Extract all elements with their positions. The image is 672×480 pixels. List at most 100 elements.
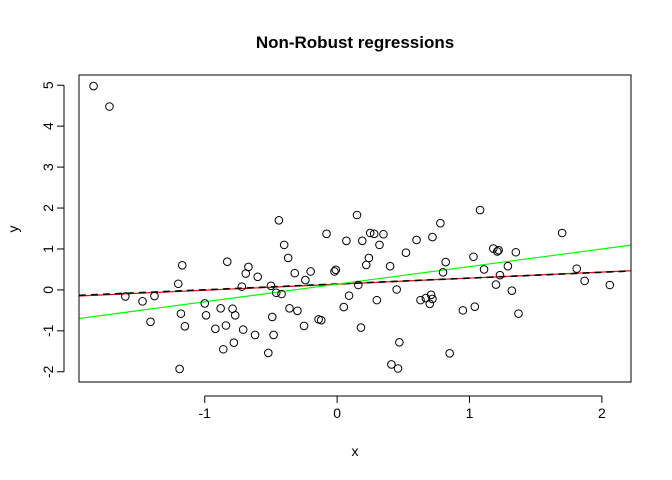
- data-point: [572, 264, 582, 273]
- data-point: [475, 205, 485, 215]
- x-tick-label: 0: [333, 405, 341, 421]
- data-point: [372, 295, 382, 305]
- y-tick-label: 3: [40, 163, 56, 171]
- fit-line-2: [79, 244, 631, 320]
- data-point: [493, 247, 502, 256]
- data-point: [514, 309, 523, 318]
- y-tick-label: 0: [40, 286, 56, 294]
- data-point: [177, 261, 187, 270]
- y-tick-label: 5: [40, 81, 56, 89]
- data-point: [344, 291, 354, 300]
- y-tick-label: 4: [40, 122, 56, 130]
- data-point: [354, 280, 363, 290]
- data-point: [426, 290, 436, 300]
- data-point: [436, 218, 445, 228]
- data-point: [290, 268, 300, 278]
- x-tick-label: 2: [598, 405, 606, 421]
- data-point: [507, 286, 517, 296]
- data-point: [503, 261, 513, 271]
- data-point: [237, 282, 247, 291]
- data-point: [412, 235, 421, 245]
- data-point: [176, 309, 186, 318]
- data-point: [200, 299, 210, 308]
- data-point: [285, 304, 294, 313]
- chart-title: Non-Robust regressions: [256, 33, 454, 52]
- data-point: [357, 236, 367, 246]
- data-point: [401, 248, 411, 257]
- y-axis: -2 -1 0 1 2 3 4 5: [40, 81, 65, 378]
- x-tick-label: 1: [466, 405, 474, 421]
- data-point: [458, 306, 468, 315]
- data-point: [416, 295, 425, 305]
- data-point: [269, 330, 278, 340]
- data-point: [150, 291, 159, 301]
- data-point: [89, 81, 98, 91]
- x-axis: -1 0 1 2: [199, 395, 606, 421]
- data-point: [221, 321, 231, 330]
- data-point: [105, 102, 114, 111]
- data-point: [306, 267, 315, 276]
- data-point: [469, 252, 478, 262]
- data-point: [428, 294, 437, 304]
- data-points: [89, 81, 615, 374]
- data-point: [293, 306, 302, 316]
- data-point: [365, 228, 375, 238]
- data-point: [274, 216, 284, 225]
- data-point: [218, 344, 228, 354]
- data-point: [491, 280, 501, 289]
- regression-lines: [79, 244, 631, 320]
- data-point: [379, 229, 388, 239]
- data-point: [495, 270, 505, 280]
- data-point: [279, 240, 289, 250]
- data-point: [263, 348, 273, 358]
- data-point: [511, 247, 521, 257]
- data-point: [557, 228, 567, 238]
- data-point: [266, 281, 276, 291]
- data-point: [180, 322, 190, 331]
- data-point: [331, 265, 341, 275]
- data-point: [283, 253, 293, 263]
- y-tick-label: -2: [40, 365, 56, 378]
- data-point: [494, 245, 503, 255]
- data-point: [425, 299, 435, 309]
- data-point: [322, 229, 331, 239]
- data-point: [301, 275, 310, 285]
- data-point: [173, 279, 183, 289]
- x-axis-title: x: [352, 443, 359, 459]
- data-point: [277, 289, 286, 299]
- data-point: [238, 325, 248, 334]
- data-point: [222, 257, 232, 266]
- data-point: [385, 261, 395, 271]
- data-point: [146, 317, 155, 327]
- data-point: [253, 272, 263, 282]
- data-point: [229, 338, 239, 348]
- data-point: [438, 267, 448, 277]
- data-point: [230, 310, 240, 320]
- data-point: [375, 240, 384, 250]
- data-point: [395, 337, 404, 347]
- data-point: [393, 364, 403, 373]
- data-point: [605, 280, 615, 290]
- data-point: [201, 310, 211, 320]
- data-point: [271, 288, 281, 298]
- data-point: [316, 315, 326, 325]
- data-point: [330, 267, 339, 276]
- data-point: [392, 285, 401, 294]
- y-axis-title: y: [5, 226, 21, 233]
- data-point: [216, 304, 225, 313]
- data-point: [175, 364, 184, 374]
- y-tick-label: 1: [40, 245, 56, 253]
- data-point: [299, 321, 309, 331]
- data-point: [267, 312, 277, 322]
- y-tick-label: 2: [40, 204, 56, 212]
- plot-frame: [78, 74, 632, 383]
- data-point: [356, 323, 366, 332]
- data-point: [428, 232, 437, 242]
- data-point: [479, 265, 489, 274]
- data-point: [441, 257, 450, 267]
- data-point: [580, 276, 589, 286]
- y-tick-label: -1: [40, 324, 56, 337]
- data-point: [339, 302, 349, 312]
- data-point: [138, 297, 147, 306]
